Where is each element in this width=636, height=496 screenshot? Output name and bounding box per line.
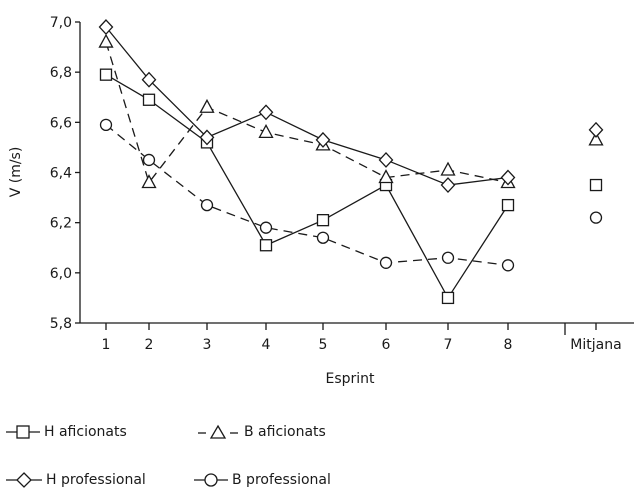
x-axis-title: Esprint [325, 371, 375, 387]
axes: 5,8 6,0 6,2 6,4 6,6 6,8 7,0 1 2 3 4 5 6 7 8 Mitjana [50, 15, 634, 353]
data-point [259, 239, 273, 252]
data-point [199, 129, 215, 146]
x-tick-label: 7 [444, 337, 453, 353]
data-point [199, 98, 215, 113]
data-point [98, 19, 114, 35]
data-point [378, 169, 394, 184]
series-line [105, 74, 509, 300]
data-point [258, 124, 274, 139]
legend: H aficionats B aficionats H professional… [0, 410, 636, 496]
y-tick-label: 6,4 [50, 166, 72, 182]
x-tick-label: 3 [203, 337, 212, 353]
data-point [316, 231, 330, 244]
data-point [440, 161, 456, 176]
mean-point [588, 121, 604, 138]
x-tick-label: Mitjana [570, 337, 621, 353]
legend-label: H professional [46, 472, 146, 488]
data-point [378, 152, 394, 168]
data-point [259, 221, 273, 234]
series-line [105, 41, 509, 184]
data-point [141, 174, 157, 189]
legend-label: B professional [232, 472, 331, 488]
x-tick-label: 2 [145, 337, 154, 353]
data-point [441, 251, 455, 264]
triangle-marker-icon [198, 424, 238, 439]
y-tick-label: 6,8 [50, 65, 72, 81]
legend-item-h-professional: H professional [6, 472, 146, 488]
legend-item-h-aficionats: H aficionats [6, 424, 127, 440]
data-point [441, 291, 455, 305]
legend-label: B aficionats [244, 424, 326, 440]
sprint-velocity-chart: 5,8 6,0 6,2 6,4 6,6 6,8 7,0 1 2 3 4 5 6 7 8 Mitjana V (… [8, 15, 634, 387]
circle-marker-icon [194, 473, 228, 487]
y-tick-label: 6,0 [50, 266, 72, 282]
series-line [105, 26, 509, 186]
series-lines [105, 26, 509, 300]
data-point [99, 118, 113, 131]
mean-point [589, 178, 603, 192]
data-point [500, 169, 516, 186]
data-point [99, 68, 113, 81]
series-line [105, 124, 509, 266]
y-tick-label: 7,0 [50, 15, 72, 31]
data-point [501, 259, 515, 272]
square-marker-icon [6, 425, 40, 439]
y-tick-label: 5,8 [50, 316, 72, 332]
data-point [440, 177, 456, 193]
series-markers [98, 19, 604, 305]
y-tick-label: 6,2 [50, 216, 72, 232]
legend-label: H aficionats [44, 424, 127, 440]
data-point [379, 256, 393, 269]
y-tick-label: 6,6 [50, 115, 72, 131]
legend-item-b-aficionats: B aficionats [196, 424, 326, 440]
y-axis-title: V (m/s) [8, 147, 24, 198]
data-point [258, 104, 274, 121]
data-point [142, 153, 156, 167]
mean-point [588, 131, 604, 146]
data-point [315, 131, 331, 148]
x-tick-label: 8 [504, 337, 513, 353]
x-tick-label: 6 [382, 337, 391, 353]
data-point [501, 198, 515, 212]
data-point [200, 198, 214, 212]
mean-point [589, 211, 603, 224]
data-point [142, 93, 156, 106]
x-tick-label: 5 [319, 337, 328, 353]
data-point [316, 214, 330, 227]
legend-item-b-professional: B professional [194, 472, 331, 488]
x-tick-label: 4 [262, 337, 271, 353]
data-point [98, 33, 114, 48]
diamond-marker-icon [6, 472, 42, 488]
x-tick-label: 1 [102, 337, 111, 353]
data-point [141, 71, 157, 88]
